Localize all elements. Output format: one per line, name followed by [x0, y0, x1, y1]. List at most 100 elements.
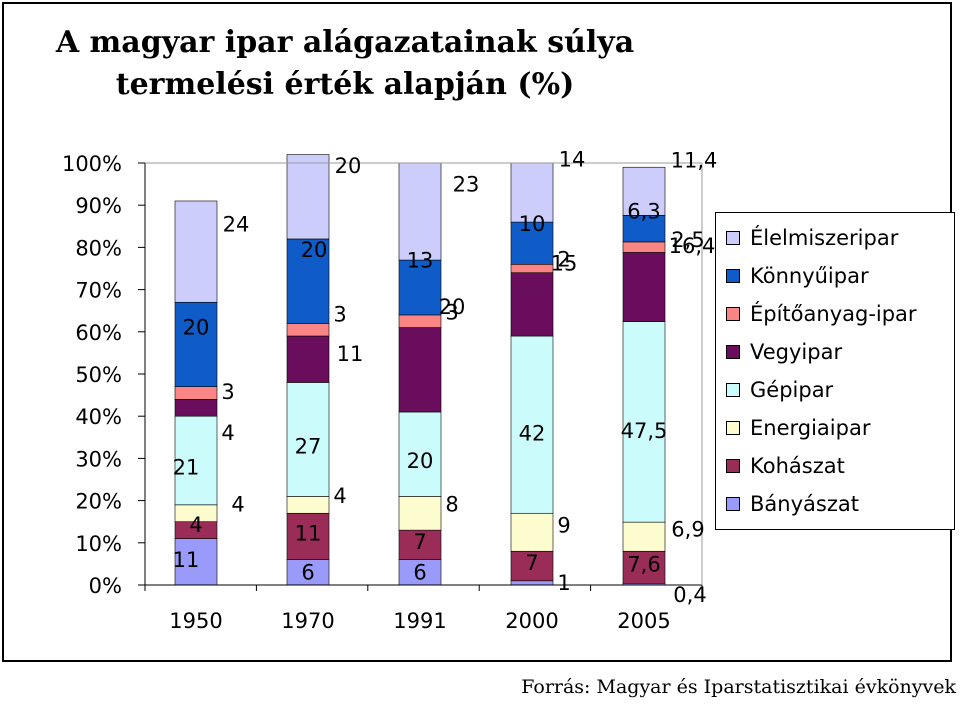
data-label-konnyuipar-2005: 6,3 — [627, 200, 660, 224]
data-label-kohaszat-2000: 7 — [525, 551, 538, 575]
data-label-energiaipar-2000: 9 — [557, 513, 570, 537]
legend-label-elelmiszeripar: Élelmiszeripar — [750, 226, 899, 250]
bar-energiaipar-1970 — [286, 496, 330, 514]
data-label-epitoanyag-ipar-1970: 3 — [333, 303, 346, 327]
legend-item-energiaipar: Energiaipar — [726, 413, 870, 443]
bar-gepipar-1991 — [398, 411, 442, 497]
data-label-gepipar-2000: 42 — [519, 422, 546, 446]
bar-vegyipar-2005 — [622, 252, 666, 322]
data-label-vegyipar-2005: 16,4 — [669, 234, 716, 258]
y-tick-label-100: 100% — [62, 152, 122, 176]
data-label-banyaszat-1991: 6 — [413, 560, 426, 584]
bar-kohaszat-1970 — [286, 512, 330, 560]
bar-gepipar-1970 — [286, 382, 330, 497]
data-label-kohaszat-1950: 4 — [189, 513, 202, 537]
bar-konnyuipar-2000 — [510, 221, 554, 265]
legend-label-energiaipar: Energiaipar — [750, 416, 871, 440]
x-tick-label-2005: 2005 — [617, 609, 670, 633]
legend-label-epitoanyag-ipar: Építőanyag-ipar — [750, 302, 917, 326]
data-label-konnyuipar-1991: 13 — [407, 248, 434, 272]
data-label-elelmiszeripar-1970: 20 — [335, 154, 362, 178]
legend-item-konnyuipar: Könnyűipar — [726, 261, 869, 291]
legend-label-vegyipar: Vegyipar — [750, 340, 843, 364]
bar-epitoanyag-ipar-2005 — [622, 241, 666, 253]
bar-konnyuipar-1991 — [398, 259, 442, 316]
data-label-energiaipar-1970: 4 — [333, 484, 346, 508]
legend-swatch-energiaipar — [726, 421, 740, 435]
data-label-energiaipar-1950: 4 — [231, 492, 244, 516]
data-label-gepipar-1970: 27 — [295, 434, 322, 458]
data-label-elelmiszeripar-1950: 24 — [223, 213, 250, 237]
bar-banyaszat-1970 — [286, 559, 330, 586]
x-tick-label-1970: 1970 — [281, 609, 334, 633]
legend-swatch-kohaszat — [726, 459, 740, 473]
data-label-elelmiszeripar-1991: 23 — [453, 173, 480, 197]
data-label-epitoanyag-ipar-2000: 2 — [557, 248, 570, 272]
data-label-elelmiszeripar-2005: 11,4 — [671, 148, 718, 172]
data-label-banyaszat-2000: 1 — [557, 571, 570, 595]
data-label-vegyipar-1970: 11 — [337, 342, 364, 366]
data-label-energiaipar-2005: 6,9 — [671, 518, 704, 542]
legend-swatch-epitoanyag-ipar — [726, 307, 740, 321]
y-tick-label-60: 60% — [75, 321, 122, 345]
x-tick-label-1950: 1950 — [169, 609, 222, 633]
y-tick-label-70: 70% — [75, 279, 122, 303]
legend-item-gepipar: Gépipar — [726, 375, 833, 405]
bar-konnyuipar-2005 — [622, 215, 666, 243]
y-tick-label-10: 10% — [75, 532, 122, 556]
data-label-kohaszat-1991: 7 — [413, 530, 426, 554]
bar-banyaszat-1950 — [174, 538, 218, 586]
bar-kohaszat-2000 — [510, 550, 554, 582]
bar-kohaszat-1991 — [398, 529, 442, 560]
bar-elelmiszeripar-2005 — [622, 166, 666, 216]
data-label-kohaszat-1970: 11 — [295, 521, 322, 545]
y-tick-label-20: 20% — [75, 490, 122, 514]
bar-epitoanyag-ipar-2000 — [510, 263, 554, 274]
legend-label-gepipar: Gépipar — [750, 378, 834, 402]
legend-item-banyaszat: Bányászat — [726, 489, 859, 519]
bar-epitoanyag-ipar-1991 — [398, 314, 442, 328]
bar-elelmiszeripar-1950 — [174, 200, 218, 303]
legend-swatch-konnyuipar — [726, 269, 740, 283]
y-tick-label-0: 0% — [89, 574, 122, 598]
data-label-vegyipar-1991: 20 — [439, 295, 466, 319]
data-label-konnyuipar-1950: 20 — [183, 315, 210, 339]
bar-epitoanyag-ipar-1970 — [286, 323, 330, 337]
legend-swatch-elelmiszeripar — [726, 231, 740, 245]
legend-label-kohaszat: Kohászat — [750, 454, 845, 478]
data-label-banyaszat-1970: 6 — [301, 560, 314, 584]
bar-banyaszat-2000 — [510, 580, 554, 586]
bar-konnyuipar-1970 — [286, 238, 330, 324]
bar-energiaipar-1991 — [398, 496, 442, 531]
legend-label-banyaszat: Bányászat — [750, 492, 859, 516]
data-label-vegyipar-2000: 15 — [551, 251, 578, 275]
data-label-vegyipar-1950: 4 — [221, 421, 234, 445]
bar-vegyipar-1950 — [174, 399, 218, 417]
legend-item-epitoanyag-ipar: Építőanyag-ipar — [726, 299, 917, 329]
bar-elelmiszeripar-1970 — [286, 154, 330, 240]
y-tick-label-80: 80% — [75, 236, 122, 260]
y-tick-label-90: 90% — [75, 194, 122, 218]
data-label-gepipar-1991: 20 — [407, 449, 434, 473]
bar-kohaszat-2005 — [622, 550, 666, 584]
bar-vegyipar-1970 — [286, 335, 330, 383]
legend-item-elelmiszeripar: Élelmiszeripar — [726, 223, 898, 253]
data-label-konnyuipar-1970: 20 — [301, 238, 328, 262]
y-tick-label-40: 40% — [75, 405, 122, 429]
bar-vegyipar-1991 — [398, 327, 442, 413]
y-tick-label-30: 30% — [75, 447, 122, 471]
bar-konnyuipar-1950 — [174, 301, 218, 387]
legend-item-vegyipar: Vegyipar — [726, 337, 842, 367]
data-label-banyaszat-1950: 11 — [173, 548, 200, 572]
chart-legend: Élelmiszeripar Könnyűipar Építőanyag-ipar V… — [715, 212, 955, 530]
legend-item-kohaszat: Kohászat — [726, 451, 845, 481]
chart-title: A magyar ipar alágazatainak súlya termel… — [55, 25, 635, 102]
bar-elelmiszeripar-1991 — [398, 162, 442, 261]
y-tick-label-50: 50% — [75, 363, 122, 387]
data-label-energiaipar-1991: 8 — [445, 492, 458, 516]
x-tick-label-2000: 2000 — [505, 609, 558, 633]
data-label-banyaszat-2005: 0,4 — [673, 583, 706, 607]
bar-energiaipar-2000 — [510, 512, 554, 552]
bar-vegyipar-2000 — [510, 272, 554, 337]
